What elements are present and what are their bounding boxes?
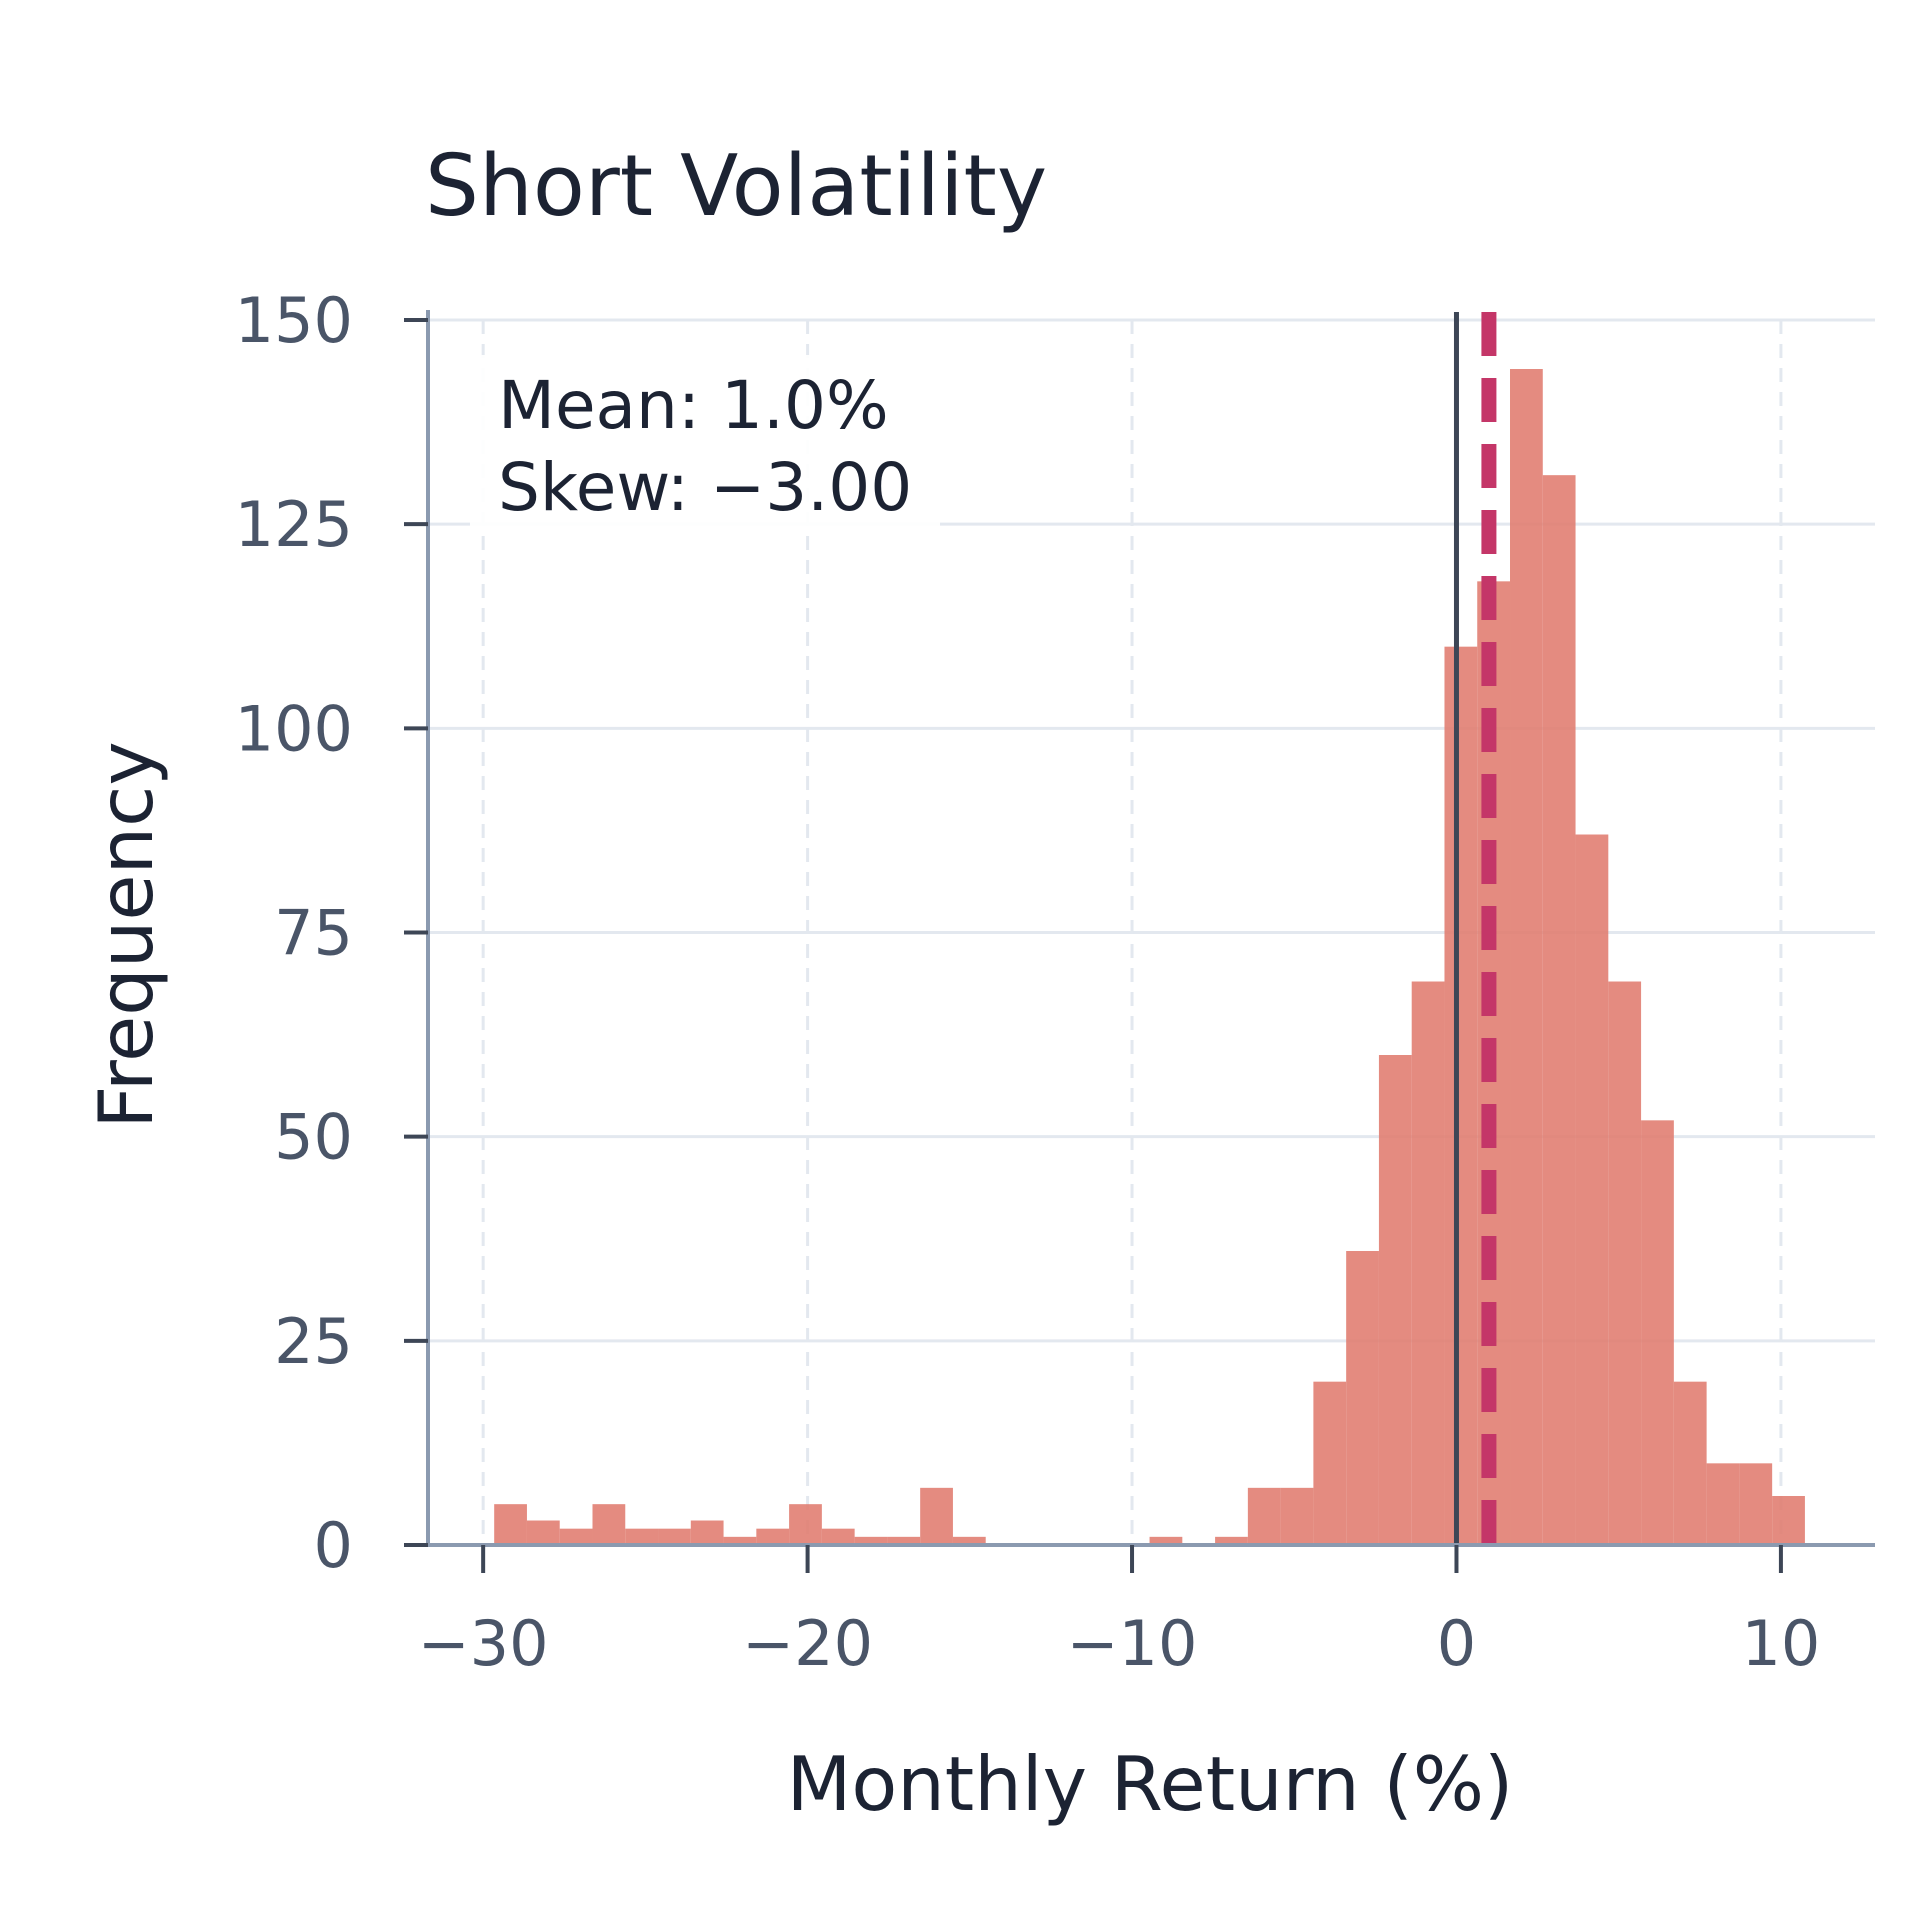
reference-lines bbox=[1453, 312, 1497, 1545]
histogram-bar bbox=[854, 1536, 888, 1545]
histogram-bar bbox=[1575, 834, 1609, 1545]
histogram-bar bbox=[1739, 1463, 1773, 1545]
chart-title: Short Volatility bbox=[425, 137, 1047, 236]
annotation-skew: Skew: −3.00 bbox=[498, 449, 912, 526]
histogram-bar bbox=[1247, 1487, 1281, 1545]
x-axis-label: Monthly Return (%) bbox=[787, 1740, 1514, 1828]
histogram-bar bbox=[1444, 646, 1478, 1545]
histogram-bar bbox=[592, 1504, 626, 1545]
histogram-bar bbox=[952, 1536, 986, 1545]
histogram-bar bbox=[658, 1528, 691, 1545]
x-tick-label: −10 bbox=[1067, 1607, 1198, 1680]
y-tick-label: 100 bbox=[235, 692, 353, 765]
y-axis-label: Frequency bbox=[82, 741, 170, 1128]
histogram-bar bbox=[1608, 981, 1642, 1545]
histogram-bar bbox=[1313, 1381, 1347, 1545]
histogram-bar bbox=[1641, 1120, 1674, 1545]
histogram-bar bbox=[1510, 369, 1543, 1545]
histogram-bar bbox=[821, 1528, 855, 1545]
y-tick-label: 25 bbox=[274, 1305, 353, 1378]
histogram-bar bbox=[559, 1528, 593, 1545]
x-tick-label: 10 bbox=[1741, 1607, 1820, 1680]
histogram-bar bbox=[789, 1504, 822, 1545]
bars-layer bbox=[494, 369, 1805, 1546]
histogram-bar bbox=[1378, 1055, 1412, 1545]
y-tick-label: 75 bbox=[274, 897, 353, 970]
x-tick-label: 0 bbox=[1437, 1607, 1476, 1680]
histogram-bar bbox=[526, 1520, 560, 1545]
histogram-bar bbox=[1542, 475, 1576, 1546]
histogram-bar bbox=[1149, 1536, 1183, 1545]
histogram-bar bbox=[1215, 1536, 1248, 1545]
histogram-bar bbox=[1411, 981, 1445, 1545]
histogram-bar bbox=[1346, 1251, 1379, 1545]
histogram-bar bbox=[690, 1520, 724, 1545]
histogram-bar bbox=[1280, 1487, 1314, 1545]
y-tick-label: 50 bbox=[274, 1101, 353, 1174]
histogram-bar bbox=[1772, 1496, 1805, 1545]
annotation-mean: Mean: 1.0% bbox=[498, 367, 889, 444]
histogram-bar bbox=[625, 1528, 659, 1545]
histogram-bar bbox=[920, 1487, 953, 1545]
annotation-box bbox=[470, 355, 940, 530]
histogram-bar bbox=[756, 1528, 790, 1545]
histogram-bar bbox=[887, 1536, 921, 1545]
histogram-bar bbox=[1673, 1381, 1707, 1545]
histogram-bar bbox=[1706, 1463, 1740, 1545]
histogram-bar bbox=[723, 1536, 757, 1545]
x-tick-label: −30 bbox=[418, 1607, 549, 1680]
y-tick-label: 150 bbox=[235, 284, 353, 357]
histogram-bar bbox=[494, 1504, 527, 1545]
y-tick-label: 0 bbox=[314, 1509, 353, 1582]
x-tick-label: −20 bbox=[742, 1607, 873, 1680]
ticks-layer: 0 25 50 75 100 125 150 −30 −20 −10 0 10 bbox=[235, 284, 1821, 1680]
y-tick-label: 125 bbox=[235, 488, 353, 561]
